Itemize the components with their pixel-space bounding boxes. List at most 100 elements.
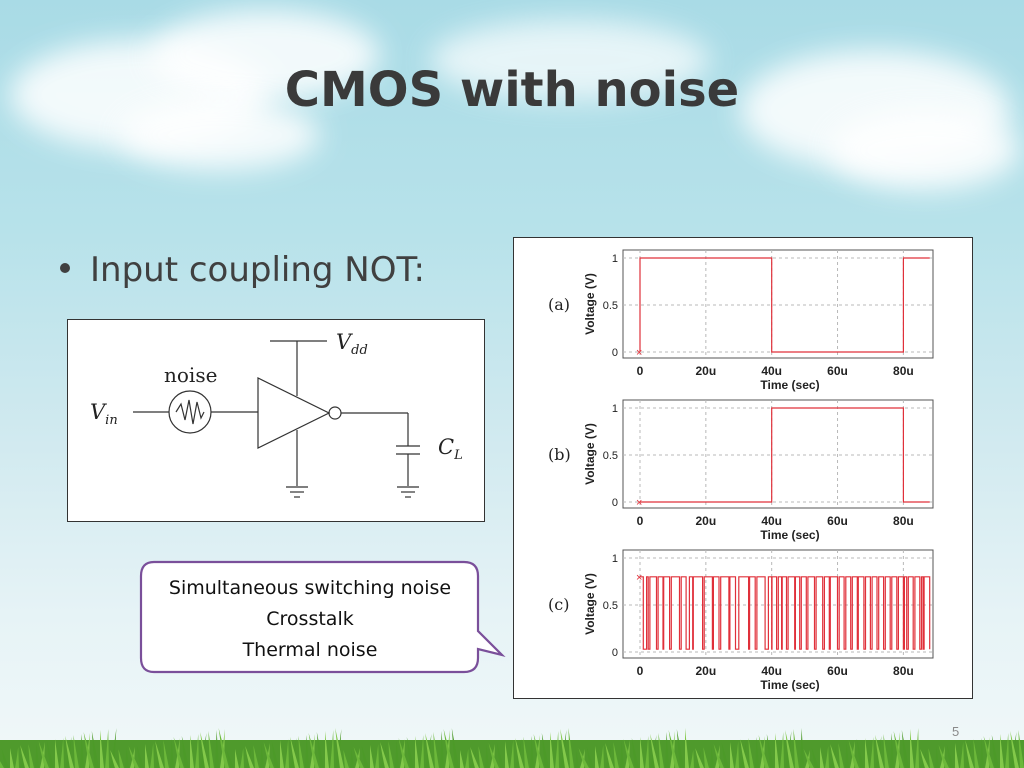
y-tick-label: 0.5 xyxy=(603,450,618,462)
grass-blade xyxy=(65,736,74,768)
voltage-plots-svg: 0 0.5 1 0 20u 40u 60u 80u Time (sec) Voltage (V) (… xyxy=(548,249,934,692)
grass-blade xyxy=(865,738,869,768)
cloud xyxy=(120,100,320,170)
plot-frame xyxy=(622,249,934,359)
grass-blade xyxy=(350,749,354,768)
grass-blade xyxy=(190,735,194,768)
grass-blade xyxy=(470,747,479,768)
y-tick-label: 1 xyxy=(612,403,618,415)
grass-blade xyxy=(478,746,484,768)
grass-blade xyxy=(856,739,864,768)
grass-blade xyxy=(335,728,344,768)
y-axis-label: Voltage (V) xyxy=(583,423,597,485)
x-tick-label: 80u xyxy=(893,664,914,678)
grass-blade xyxy=(785,730,794,768)
voltage-plot-3: 0 0.5 1 0 20u 40u 60u 80u Time (sec) Voltage (V) (… xyxy=(548,549,934,692)
start-marker-icon: × xyxy=(636,497,642,509)
grass-blade xyxy=(713,744,724,768)
callout-line-1: Simultaneous switching noise xyxy=(168,577,452,599)
grass-blade xyxy=(991,735,999,768)
plot-frame xyxy=(622,399,934,509)
grass-blade xyxy=(285,739,289,768)
grass-blade xyxy=(440,731,444,768)
grass-blade xyxy=(825,746,829,768)
grass-blade xyxy=(38,741,49,768)
x-tick-label: 40u xyxy=(761,664,782,678)
grass-blade xyxy=(1018,730,1024,768)
grass-blade xyxy=(845,742,849,768)
vdd-label-main: V xyxy=(336,330,352,354)
grass-blade xyxy=(380,743,387,768)
grass-blade xyxy=(555,731,559,768)
grass-blade xyxy=(443,729,454,768)
grass-blade xyxy=(920,749,929,768)
grass-blade xyxy=(330,730,334,768)
grass-blade xyxy=(685,728,689,768)
grass-blade xyxy=(370,745,374,768)
grass-blade xyxy=(620,741,624,768)
grass-blade xyxy=(735,741,739,768)
slide-number: 5 xyxy=(952,724,960,739)
grass-blade xyxy=(780,732,784,768)
cloud xyxy=(150,10,380,100)
grass-blade xyxy=(91,731,99,768)
noise-waveform-icon xyxy=(175,399,205,425)
y-tick-label: 0.5 xyxy=(603,600,618,612)
x-axis-label: Time (sec) xyxy=(760,378,819,392)
grass-blade xyxy=(200,732,209,768)
callout-line-2: Crosstalk xyxy=(266,608,354,630)
callout-bubble xyxy=(139,560,506,674)
y-tick-label: 0.5 xyxy=(603,300,618,312)
grass-blade xyxy=(245,746,254,768)
grass-blade xyxy=(915,728,919,768)
grass-blade xyxy=(35,743,39,768)
grass-blade xyxy=(515,739,522,768)
grass-blade xyxy=(775,733,779,768)
grass-blade xyxy=(676,729,684,768)
grass-blade xyxy=(946,744,954,768)
grass-blade xyxy=(1,749,9,768)
y-tick-label: 0 xyxy=(612,347,618,359)
noise-label: noise xyxy=(164,363,218,387)
grass-blade xyxy=(883,734,889,768)
grass-blade xyxy=(695,749,702,768)
grass-blade xyxy=(388,741,394,768)
cloud xyxy=(830,110,1020,190)
ground-icon xyxy=(286,486,308,498)
x-tick-label: 80u xyxy=(893,514,914,528)
x-tick-label: 60u xyxy=(827,514,848,528)
start-marker-icon: × xyxy=(636,347,642,359)
grass-blade xyxy=(425,734,432,768)
grass-blade xyxy=(28,744,34,768)
grass-blade xyxy=(118,749,124,768)
grass-blade xyxy=(335,729,342,768)
grass-blade xyxy=(980,738,984,768)
grass-blade xyxy=(560,729,569,768)
grass-blade xyxy=(105,729,109,768)
series-line xyxy=(639,257,930,353)
grass-blade xyxy=(623,739,634,768)
grass-blade xyxy=(375,744,379,768)
y-tick-label: 1 xyxy=(612,553,618,565)
grass-blade xyxy=(343,750,349,768)
y-tick-label: 0 xyxy=(612,497,618,509)
panel-label: (b) xyxy=(548,445,571,464)
grass-blade xyxy=(100,730,104,768)
grass-blade xyxy=(703,747,709,768)
start-marker-icon: × xyxy=(636,572,642,584)
grass-blade xyxy=(505,741,509,768)
vdd-label: Vdd xyxy=(336,330,368,358)
grass-blade xyxy=(465,749,469,768)
series-line xyxy=(640,576,931,650)
y-tick-label: 0 xyxy=(612,647,618,659)
grass-blade xyxy=(785,731,792,768)
grass-blade xyxy=(568,728,574,768)
grass-blade xyxy=(271,741,279,768)
y-tick-label: 1 xyxy=(612,253,618,265)
grass-blade xyxy=(73,735,79,768)
grass-blade xyxy=(533,734,544,768)
grass-blade xyxy=(20,745,29,768)
grass-blade xyxy=(983,736,994,768)
grass-blade xyxy=(665,732,669,768)
grass-blade xyxy=(935,747,939,768)
